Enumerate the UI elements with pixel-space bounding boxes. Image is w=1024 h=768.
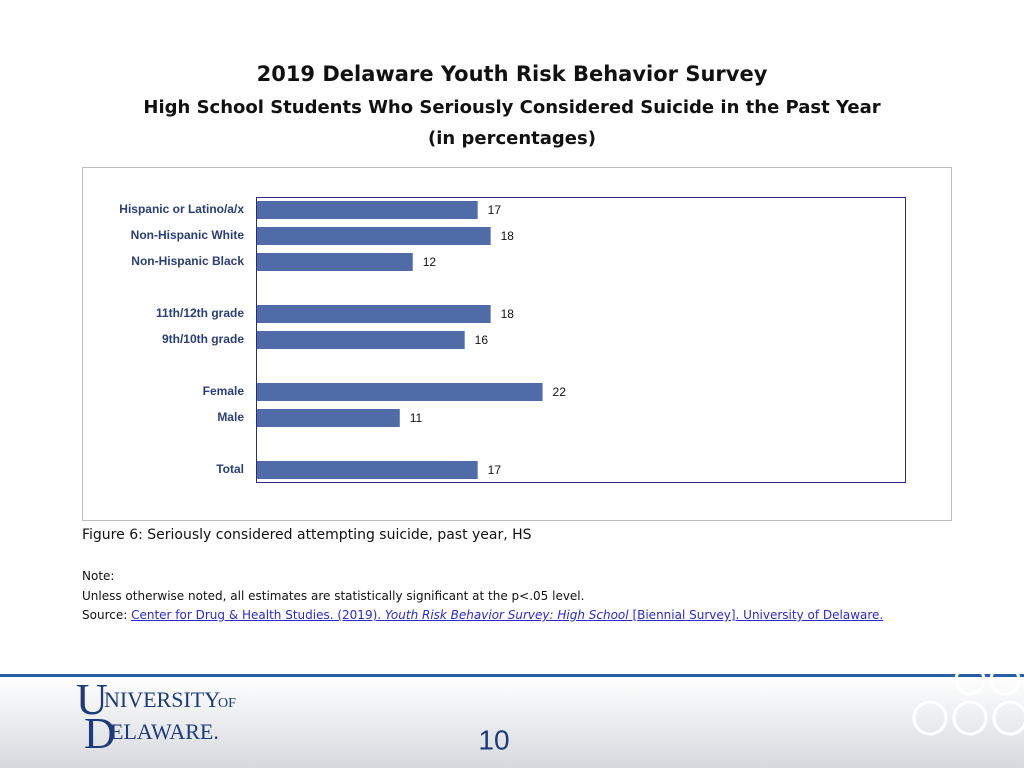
category-label: Hispanic or Latino/a/x (119, 202, 244, 216)
bar (257, 253, 413, 271)
bar (257, 201, 478, 219)
note-heading: Note: (82, 569, 115, 583)
link-text: Youth Risk Behavior Survey: High School (384, 608, 629, 622)
logo-word: NIVERSITY (104, 687, 220, 712)
link-text: [Biennial Survey]. University of Delawar… (632, 608, 884, 622)
value-label: 16 (475, 333, 489, 347)
bar (257, 305, 491, 323)
category-label: Non-Hispanic White (131, 228, 245, 242)
source-label: Source: (82, 608, 128, 622)
bar (257, 227, 491, 245)
value-label: 17 (488, 203, 502, 217)
bar (257, 461, 478, 479)
chart-frame (82, 167, 952, 521)
bar (257, 409, 400, 427)
caption: Figure 6: Seriously considered attemptin… (82, 527, 532, 543)
link-text: Center for Drug & Health Studies. (2019)… (131, 608, 382, 622)
value-label: 17 (488, 463, 502, 477)
value-label: 12 (423, 255, 437, 269)
footer: U NIVERSITY OF D ELAWARE. 10 (0, 668, 1024, 768)
source-link[interactable]: Center for Drug & Health Studies. (2019)… (131, 608, 883, 622)
title: 2019 Delaware Youth Risk Behavior Survey (256, 62, 768, 86)
bar (257, 331, 465, 349)
category-label: 11th/12th grade (156, 306, 244, 320)
logo-letter: U (76, 675, 108, 724)
decoration (912, 668, 1024, 736)
category-label: Total (216, 462, 244, 476)
footer-bg (0, 676, 1024, 768)
category-label: Male (217, 410, 244, 424)
value-label: 11 (410, 411, 423, 425)
category-label: Female (203, 384, 245, 398)
category-label: 9th/10th grade (162, 332, 244, 346)
note-text: Unless otherwise noted, all estimates ar… (82, 589, 585, 603)
logo-letter: D (84, 709, 116, 758)
value-label: 18 (501, 307, 515, 321)
source: Source: Center for Drug & Health Studies… (82, 608, 883, 622)
value-label: 18 (501, 229, 515, 243)
subtitle: (in percentages) (428, 128, 596, 149)
bar (257, 383, 543, 401)
page-number: 10 (478, 724, 509, 755)
plot-frame (256, 197, 906, 483)
subtitle: High School Students Who Seriously Consi… (143, 97, 881, 118)
logo-word: ELAWARE. (110, 719, 219, 744)
chart: Hispanic or Latino/a/x 17 Non-Hispanic Whi… (82, 167, 952, 521)
category-label: Non-Hispanic Black (131, 254, 244, 268)
logo-word: OF (218, 696, 236, 711)
footer-rule (0, 674, 1024, 677)
logo: U NIVERSITY OF D ELAWARE. (76, 675, 236, 758)
value-label: 22 (553, 385, 567, 399)
